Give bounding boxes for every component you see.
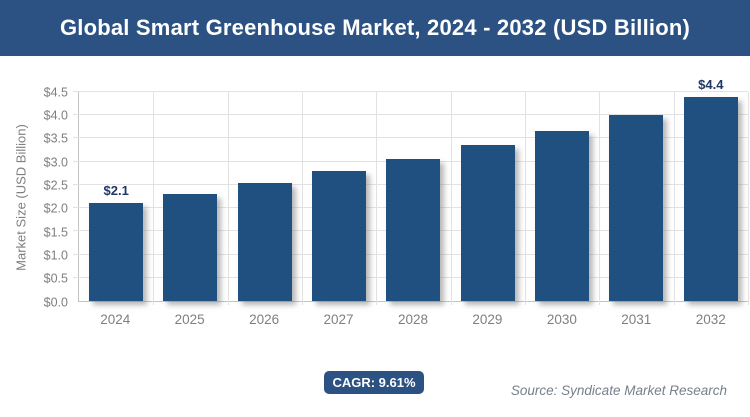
- gridline-vertical: [302, 92, 303, 305]
- gridline-horizontal: [73, 114, 748, 116]
- x-tick-label: 2027: [323, 312, 354, 327]
- x-tick-label: 2031: [621, 312, 652, 327]
- bar-chart: Market Size (USD Billion) $0.0 $0.5 $1.0 $1…: [0, 56, 750, 346]
- gridline-vertical: [450, 92, 452, 305]
- bar-slot: [228, 92, 302, 301]
- gridline-vertical: [599, 92, 601, 305]
- bar-value-label: $4.4: [698, 76, 724, 92]
- y-tick-label: $2.0: [43, 201, 68, 216]
- bar-2027: [312, 170, 367, 301]
- plot-area: $2.1 $4.4: [73, 77, 749, 305]
- y-tick-label: $3.5: [43, 131, 68, 146]
- bar-2032: [683, 96, 738, 301]
- bar-2030: [535, 131, 590, 301]
- x-tick-label: 2030: [546, 312, 577, 327]
- bar-2029: [460, 145, 515, 301]
- bar-2025: [163, 194, 218, 301]
- y-tick-label: $1.0: [43, 248, 68, 263]
- gridline-horizontal: [73, 91, 748, 92]
- bar-slot: [451, 92, 525, 301]
- y-tick-label: $4.5: [43, 84, 68, 99]
- x-tick-label: 2029: [472, 312, 503, 327]
- y-tick-label: $2.5: [43, 178, 68, 193]
- x-axis-labels: 2024 2025 2026 2027 2028 2029 2030 2031 2032: [78, 312, 748, 327]
- source-credit: Source: Syndicate Market Research: [510, 383, 727, 398]
- bar-2026: [237, 182, 292, 301]
- bar-2031: [609, 115, 664, 301]
- bar-value-label: $2.1: [103, 183, 129, 199]
- x-tick-label: 2025: [174, 312, 205, 327]
- bar-slot: [153, 92, 227, 301]
- y-tick-label: $0.5: [43, 271, 68, 286]
- gridline-vertical: [748, 92, 749, 305]
- gridline-horizontal: [73, 137, 748, 139]
- x-tick-label: 2026: [249, 312, 280, 327]
- bar-2024: [89, 203, 144, 301]
- y-tick-label: $1.5: [43, 224, 68, 239]
- x-tick-label: 2028: [397, 312, 428, 327]
- bar-slot: [525, 92, 599, 301]
- y-axis-ticks: $0.0 $0.5 $1.0 $1.5 $2.0 $2.5 $3.0 $3.5 $4.0 $4.5: [0, 86, 68, 308]
- title-banner: Global Smart Greenhouse Market, 2024 - 2…: [0, 0, 750, 56]
- gridline-vertical: [153, 92, 155, 305]
- bar-slot: [376, 92, 450, 301]
- y-tick-label: $3.0: [43, 154, 68, 169]
- gridline-vertical: [376, 92, 378, 305]
- x-tick-label: 2032: [695, 312, 726, 327]
- bar-slot: $2.1: [79, 92, 153, 301]
- y-tick-label: $0.0: [43, 294, 68, 309]
- bar-slot: $4.4: [674, 77, 748, 301]
- x-tick-label: 2024: [100, 312, 131, 327]
- gridline-vertical: [673, 92, 675, 305]
- cagr-badge: CAGR: 9.61%: [324, 371, 424, 394]
- bar-slot: [599, 92, 673, 301]
- gridline-vertical: [227, 92, 229, 305]
- bar-2028: [386, 159, 441, 301]
- y-tick-label: $4.0: [43, 108, 68, 123]
- gridline-vertical: [525, 92, 526, 305]
- chart-title: Global Smart Greenhouse Market, 2024 - 2…: [59, 15, 691, 40]
- bar-slot: [302, 92, 376, 301]
